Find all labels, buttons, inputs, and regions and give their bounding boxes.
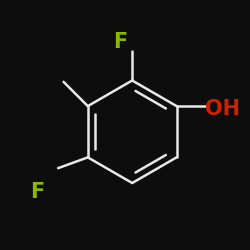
Text: F: F (113, 32, 127, 52)
Text: OH: OH (205, 99, 240, 119)
Text: F: F (30, 182, 44, 203)
